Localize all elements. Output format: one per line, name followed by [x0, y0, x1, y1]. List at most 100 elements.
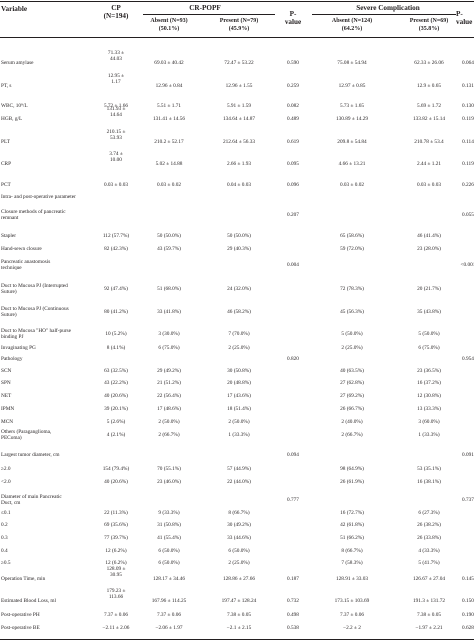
header-pvalue-line1: P- — [289, 10, 297, 18]
cell-pvalue-crpopf: 0.094 — [287, 452, 299, 458]
cell-crpopf-absent: 31 (50.8%) — [157, 522, 181, 528]
cell-severe-present: 4 (33.3%) — [418, 548, 440, 554]
cell-crpopf-present: 22 (44.0%) — [227, 479, 251, 485]
cell-variable: Intra- and post-operative parameter — [1, 194, 76, 200]
cell-variable: PLT — [1, 139, 10, 145]
cell-severe-present: 26 (38.2%) — [417, 522, 441, 528]
cell-cp: 4 (2.1%) — [106, 432, 126, 438]
cell-severe-present: 16 (38.1%) — [417, 479, 441, 485]
cell-crpopf-present: 7 (70.0%) — [228, 331, 250, 337]
header-pvalue2-line2: value — [456, 18, 473, 26]
cell-crpopf-absent: 69.03 ± 40.42 — [154, 60, 184, 66]
cell-variable: ≥0.5 — [1, 560, 11, 566]
cell-pvalue-crpopf: 0.590 — [287, 60, 299, 66]
header-crpopf: CR-POPF — [189, 4, 221, 12]
cell-crpopf-present: 30 (49.2%) — [227, 522, 251, 528]
cell-cp: 39 (20.1%) — [104, 406, 128, 412]
cell-crpopf-absent: 2 (50.0%) — [158, 419, 180, 425]
cell-severe-absent: 173.15 ± 103.69 — [334, 598, 370, 604]
cell-crpopf-absent: 29 (49.2%) — [157, 368, 181, 374]
cell-cp: 80 (41.2%) — [104, 309, 128, 315]
header-absent1-line1: Absent (N=93) — [150, 18, 188, 24]
cell-severe-absent: −2.2 ± 2 — [343, 625, 361, 631]
cell-severe-present: 2.44 ± 1.21 — [416, 161, 442, 167]
cell-crpopf-absent: 9 (33.3%) — [158, 510, 180, 516]
cell-severe-present: 35 (43.8%) — [417, 309, 441, 315]
cell-pvalue-crpopf: 0.820 — [287, 356, 299, 362]
cell-variable: Invaginating PG — [1, 345, 36, 351]
cell-cp: 12 (6.2%) — [105, 548, 127, 554]
cell-crpopf-present: 212.64 ± 56.33 — [222, 139, 256, 145]
cell-variable: Hand-sewn closure — [1, 246, 42, 252]
cell-cp: −2.11 ± 2.06 — [102, 625, 130, 631]
cell-severe-absent: 42 (61.8%) — [340, 522, 364, 528]
cell-crpopf-present: 12.96 ± 1.55 — [225, 83, 253, 89]
cell-severe-absent: 26 (66.7%) — [340, 406, 364, 412]
cell-severe-absent: 59 (72.0%) — [340, 246, 364, 252]
cell-severe-present: 5 (50.0%) — [418, 331, 440, 337]
header-variable: Variable — [1, 5, 28, 13]
cell-severe-absent: 2 (25.0%) — [341, 345, 363, 351]
cell-crpopf-absent: 6 (75.0%) — [158, 345, 180, 351]
cell-crpopf-present: 50 (50.0%) — [227, 233, 251, 239]
cell-severe-absent: 16 (72.7%) — [340, 510, 364, 516]
cell-severe-absent: 7.37 ± 0.06 — [339, 612, 365, 618]
cell-pvalue-severe: 0.190 — [462, 612, 474, 618]
cell-cp: 77 (39.7%) — [104, 535, 128, 541]
header-present2-line1: Present (N=69) — [409, 18, 449, 24]
cell-pvalue-crpopf: 0.095 — [287, 161, 299, 167]
cell-crpopf-absent: 210.2 ± 52.17 — [154, 139, 184, 145]
cell-severe-present: 1 (33.3%) — [418, 432, 440, 438]
cell-cp: 0.03 ± 0.03 — [103, 182, 129, 188]
cell-severe-absent: 7 (58.3%) — [341, 560, 363, 566]
cell-crpopf-present: 7.38 ± 0.05 — [226, 612, 252, 618]
cell-variable: Estimated Blood Loss, ml — [1, 598, 57, 604]
header-absent2-line2: (64.2%) — [341, 26, 363, 32]
cell-severe-present: 46 (41.4%) — [417, 233, 441, 239]
cell-variable: Diameter of main Pancreatic Duct, cm — [1, 493, 62, 507]
cell-variable: Largest tumor diameter, cm — [1, 452, 60, 458]
cell-severe-absent: 45 (56.3%) — [340, 309, 364, 315]
cell-severe-present: 126.67 ± 27.04 — [412, 576, 446, 582]
cell-cp: 8 (4.1%) — [106, 345, 126, 351]
cell-severe-absent: 65 (58.6%) — [340, 233, 364, 239]
cell-variable: Others (Paraganglioma, PEComa) — [1, 428, 52, 442]
header-cp-line1: CP — [111, 4, 121, 12]
cell-crpopf-present: 57 (44.9%) — [227, 466, 251, 472]
cell-variable: Closure methods of pancreatic remnant — [1, 208, 66, 222]
group-rule-crpopf — [143, 14, 275, 15]
cell-pvalue-severe: <0.001 — [460, 262, 474, 268]
cell-severe-present: 0.03 ± 0.03 — [416, 182, 442, 188]
cell-crpopf-absent: 50 (50.0%) — [157, 233, 181, 239]
cell-severe-present: 5 (41.7%) — [418, 560, 440, 566]
bottom-rule — [0, 639, 474, 640]
cell-crpopf-present: 29 (40.3%) — [227, 246, 251, 252]
cell-variable: Duct to Mucosa "HO" half-purse binding P… — [1, 327, 71, 341]
cell-variable: PT, s — [1, 83, 12, 89]
cell-pvalue-crpopf: 0.777 — [287, 497, 299, 503]
cell-severe-absent: 98 (64.9%) — [340, 466, 364, 472]
cell-pvalue-crpopf: 0.538 — [287, 625, 299, 631]
cell-cp: 5 (2.6%) — [106, 419, 126, 425]
cell-cp: 131.93 ± 14.64 — [106, 106, 126, 119]
cell-severe-absent: 4.66 ± 13.21 — [338, 161, 366, 167]
cell-variable: Pathology — [1, 356, 23, 362]
cell-crpopf-absent: 70 (55.1%) — [157, 466, 181, 472]
cell-pvalue-crpopf: 0.259 — [287, 83, 299, 89]
cell-pvalue-severe: 0.119 — [462, 116, 474, 122]
cell-crpopf-present: 2 (50.0%) — [228, 419, 250, 425]
cell-crpopf-absent: 6 (50.0%) — [158, 548, 180, 554]
cell-cp: 43 (22.2%) — [104, 380, 128, 386]
header-present1-line2: (45.9%) — [228, 26, 250, 32]
cell-severe-present: 191.3 ± 131.72 — [412, 598, 446, 604]
cell-severe-absent: 8 (66.7%) — [341, 548, 363, 554]
cell-crpopf-absent: 7.37 ± 0.06 — [156, 612, 182, 618]
cell-severe-present: 23 (28.0%) — [417, 246, 441, 252]
cell-variable: 0.3 — [1, 535, 8, 541]
cell-severe-absent: 75.08 ± 54.94 — [337, 60, 367, 66]
cell-crpopf-absent: 41 (55.4%) — [157, 535, 181, 541]
cell-cp: 40 (20.6%) — [104, 393, 128, 399]
cell-severe-present: −1.97 ± 2.21 — [415, 625, 443, 631]
cell-severe-present: 133.82 ± 15.14 — [412, 116, 446, 122]
cell-crpopf-absent: 5.51 ± 1.71 — [156, 103, 182, 109]
